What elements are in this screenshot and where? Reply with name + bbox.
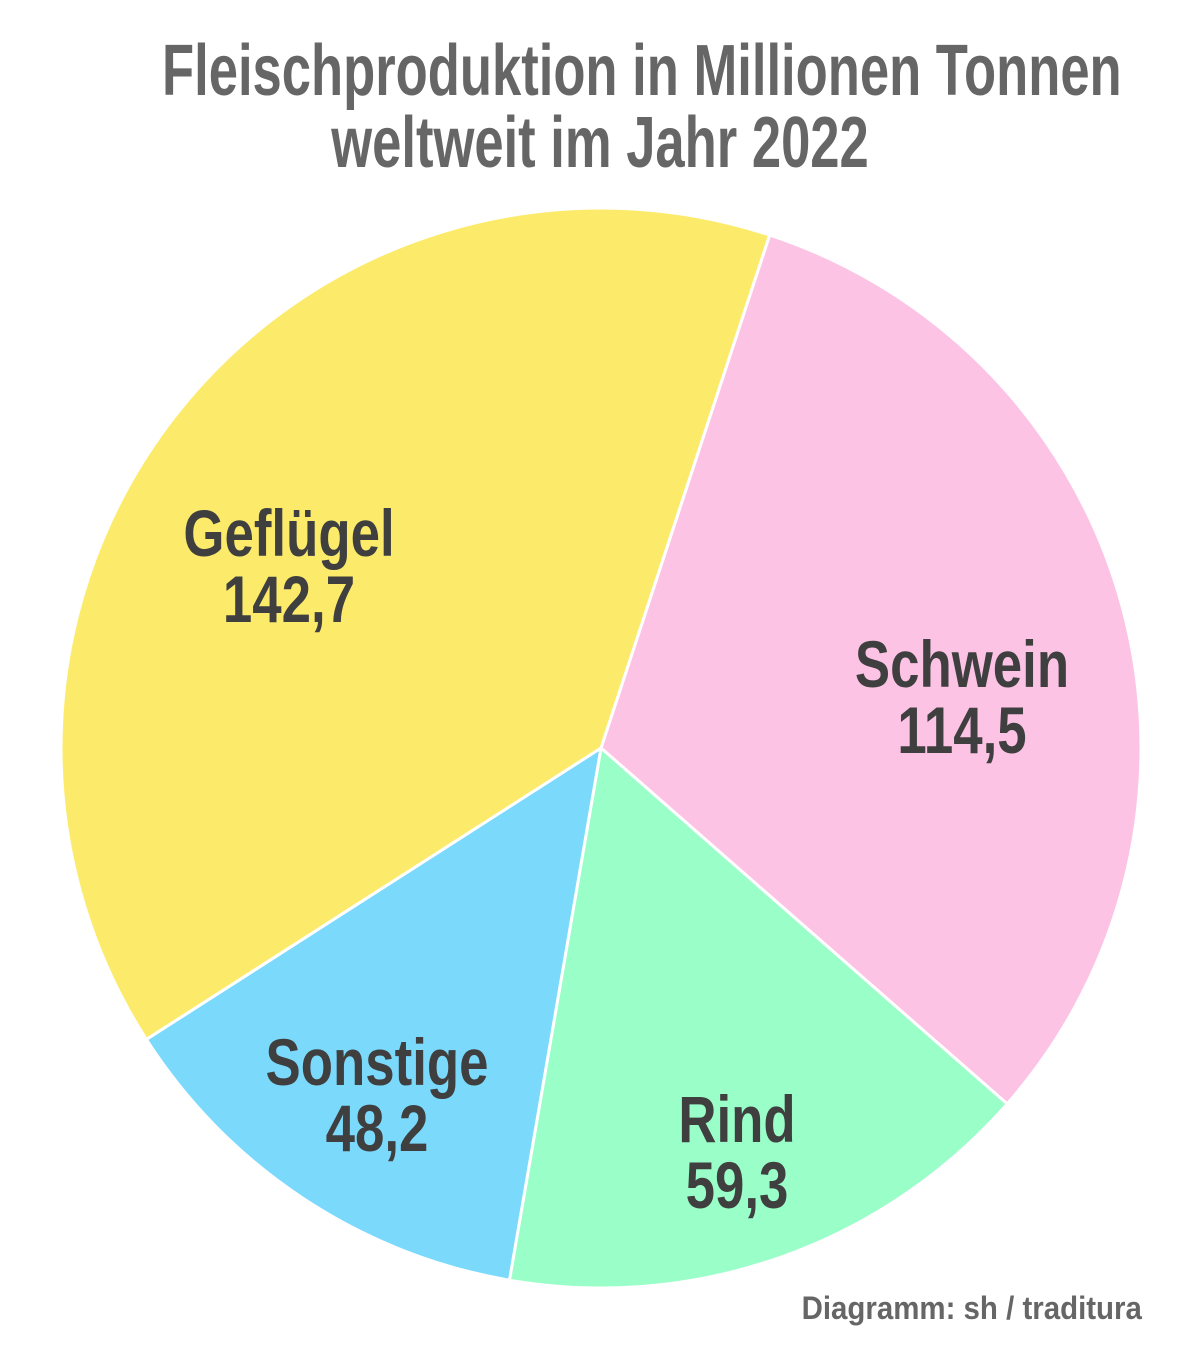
slice-label-schwein: Schwein 114,5 bbox=[855, 631, 1069, 763]
slice-label-sonstige: Sonstige 48,2 bbox=[266, 1029, 489, 1161]
slice-label-value-schwein: 114,5 bbox=[897, 693, 1027, 767]
credit-text: Diagramm: sh / traditura bbox=[801, 1290, 1142, 1326]
pie-slice-sonstige bbox=[144, 746, 603, 1282]
chart-title-line-1: Fleischproduktion in Millionen Tonnen bbox=[162, 31, 1122, 111]
slice-label-gefluegel: Geflügel 142,7 bbox=[183, 500, 394, 632]
chart-title: Fleischproduktion in Millionen Tonnen we… bbox=[0, 35, 1200, 179]
slice-label-name-sonstige: Sonstige bbox=[265, 1025, 489, 1099]
pie-slice-rind bbox=[507, 746, 1009, 1290]
pie-slice-gefluegel bbox=[59, 206, 772, 1041]
slice-label-name-rind: Rind bbox=[678, 1082, 796, 1156]
slice-label-value-sonstige: 48,2 bbox=[325, 1091, 429, 1165]
pie-slice-schwein bbox=[599, 233, 1143, 1106]
slice-label-value-rind: 59,3 bbox=[685, 1148, 789, 1222]
slice-label-value-gefluegel: 142,7 bbox=[222, 562, 356, 636]
chart-title-line-2: weltweit im Jahr 2022 bbox=[331, 103, 869, 183]
slice-label-name-schwein: Schwein bbox=[854, 627, 1070, 701]
slice-label-name-gefluegel: Geflügel bbox=[183, 496, 395, 570]
slice-label-rind: Rind 59,3 bbox=[678, 1086, 795, 1218]
